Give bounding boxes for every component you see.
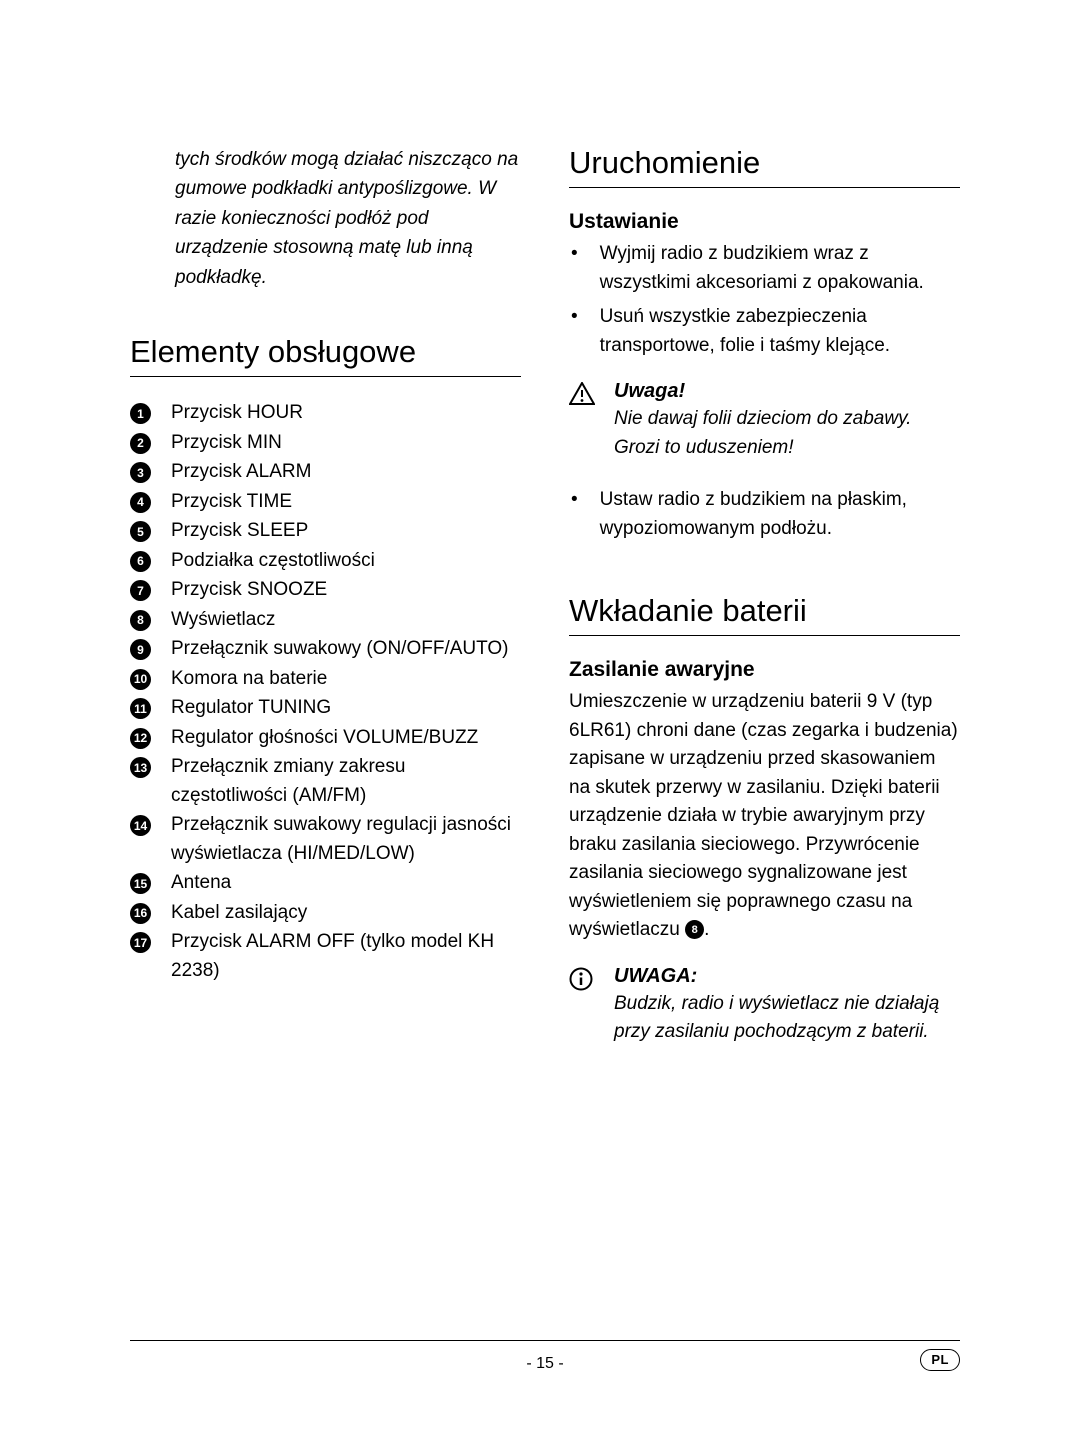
list-item: 9 Przełącznik suwakowy (ON/OFF/AUTO) [130,635,521,664]
body-post: . [704,919,709,940]
warning-body: Nie dawaj folii dzieciom do zabawy. Groz… [614,405,960,462]
left-column: tych środków mogą działać niszcząco na g… [130,145,521,1071]
item-label: Przycisk SNOOZE [171,576,327,605]
setup-list-1: Wyjmij radio z budzikiem wraz z wszystki… [569,240,960,360]
subsection-power: Zasilanie awaryjne [569,658,960,682]
page-number: - 15 - [526,1355,563,1373]
list-item: 17 Przycisk ALARM OFF (tylko model KH 223… [130,928,521,985]
number-badge: 1 [130,403,151,424]
list-item: 16 Kabel zasilający [130,899,521,928]
section-heading-battery: Wkładanie baterii [569,593,960,636]
list-item: 3 Przycisk ALARM [130,458,521,487]
item-label: Regulator głośności VOLUME/BUZZ [171,724,478,753]
number-badge: 10 [130,669,151,690]
item-label: Przycisk MIN [171,429,282,458]
section-heading-startup: Uruchomienie [569,145,960,188]
number-badge: 17 [130,932,151,953]
note-callout: UWAGA: Budzik, radio i wyświetlacz nie d… [569,965,960,1047]
ref-badge: 8 [685,920,704,939]
subsection-setup: Ustawianie [569,210,960,234]
number-badge: 12 [130,728,151,749]
list-item: 15 Antena [130,869,521,898]
bullet-item: Ustaw radio z budzikiem na płaskim, wypo… [569,486,960,543]
list-item: 10 Komora na baterie [130,665,521,694]
info-icon [569,967,593,996]
number-badge: 11 [130,698,151,719]
page-content: tych środków mogą działać niszcząco na g… [0,0,1080,1071]
number-badge: 16 [130,903,151,924]
list-item: 7 Przycisk SNOOZE [130,576,521,605]
number-badge: 14 [130,815,151,836]
item-label: Komora na baterie [171,665,327,694]
item-label: Przycisk SLEEP [171,517,308,546]
list-item: 8 Wyświetlacz [130,606,521,635]
list-item: 14 Przełącznik suwakowy regulacji jasnośc… [130,811,521,868]
list-item: 1 Przycisk HOUR [130,399,521,428]
number-badge: 2 [130,433,151,454]
controls-list: 1 Przycisk HOUR 2 Przycisk MIN 3 Przycisk A… [130,399,521,985]
number-badge: 8 [130,610,151,631]
section-heading-elements: Elementy obsługowe [130,334,521,377]
list-item: 13 Przełącznik zmiany zakresu częstotliwo… [130,753,521,810]
number-badge: 6 [130,551,151,572]
battery-body: Umieszczenie w urządzeniu baterii 9 V (t… [569,688,960,945]
item-label: Wyświetlacz [171,606,275,635]
list-item: 2 Przycisk MIN [130,429,521,458]
number-badge: 3 [130,462,151,483]
number-badge: 4 [130,492,151,513]
bullet-text: Ustaw radio z budzikiem na płaskim, wypo… [600,486,960,543]
item-label: Przełącznik suwakowy regulacji jasności … [171,811,521,868]
item-label: Przełącznik zmiany zakresu częstotliwośc… [171,753,521,810]
item-label: Regulator TUNING [171,694,331,723]
list-item: 5 Przycisk SLEEP [130,517,521,546]
list-item: 11 Regulator TUNING [130,694,521,723]
intro-paragraph: tych środków mogą działać niszcząco na g… [130,145,521,292]
note-title: UWAGA: [614,965,960,988]
bullet-text: Usuń wszystkie zabezpieczenia transporto… [600,303,960,360]
item-label: Przełącznik suwakowy (ON/OFF/AUTO) [171,635,508,664]
setup-list-2: Ustaw radio z budzikiem na płaskim, wypo… [569,486,960,543]
page-footer: - 15 - PL [130,1340,960,1341]
number-badge: 9 [130,639,151,660]
bullet-item: Wyjmij radio z budzikiem wraz z wszystki… [569,240,960,297]
item-label: Kabel zasilający [171,899,307,928]
list-item: 6 Podziałka częstotliwości [130,547,521,576]
item-label: Przycisk ALARM [171,458,311,487]
right-column: Uruchomienie Ustawianie Wyjmij radio z b… [569,145,960,1071]
note-body: Budzik, radio i wyświetlacz nie działają… [614,990,960,1047]
warning-icon [569,382,595,411]
bullet-item: Usuń wszystkie zabezpieczenia transporto… [569,303,960,360]
number-badge: 5 [130,521,151,542]
item-label: Przycisk TIME [171,488,292,517]
item-label: Przycisk ALARM OFF (tylko model KH 2238) [171,928,521,985]
language-badge: PL [920,1349,960,1371]
body-pre: Umieszczenie w urządzeniu baterii 9 V (t… [569,691,958,940]
warning-title: Uwaga! [614,380,960,403]
bullet-text: Wyjmij radio z budzikiem wraz z wszystki… [600,240,960,297]
item-label: Przycisk HOUR [171,399,303,428]
item-label: Antena [171,869,231,898]
number-badge: 15 [130,873,151,894]
list-item: 12 Regulator głośności VOLUME/BUZZ [130,724,521,753]
list-item: 4 Przycisk TIME [130,488,521,517]
warning-callout: Uwaga! Nie dawaj folii dzieciom do zabaw… [569,380,960,462]
item-label: Podziałka częstotliwości [171,547,375,576]
number-badge: 7 [130,580,151,601]
number-badge: 13 [130,757,151,778]
